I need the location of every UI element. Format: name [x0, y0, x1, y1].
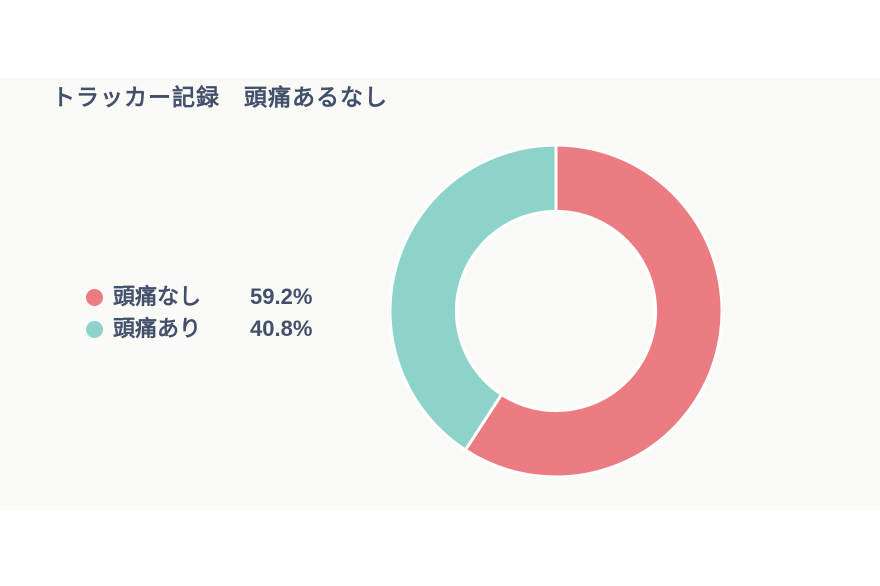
donut-segment-頭痛なし: [463, 145, 722, 477]
legend-value-headache: 40.8%: [250, 316, 313, 341]
legend-label-headache: 頭痛あり: [113, 316, 202, 341]
legend-value-no-headache: 59.2%: [250, 284, 313, 309]
legend-label-no-headache: 頭痛なし: [113, 284, 202, 309]
donut-segment-頭痛あり: [390, 145, 558, 452]
legend-item-headache: 頭痛あり 40.8%: [86, 313, 312, 345]
donut-chart: [390, 145, 722, 477]
chart-title: トラッカー記録 頭痛あるなし: [52, 84, 388, 110]
chart-legend: 頭痛なし 59.2% 頭痛あり 40.8%: [86, 281, 312, 345]
legend-item-no-headache: 頭痛なし 59.2%: [86, 281, 312, 313]
legend-dot-no-headache-icon: [86, 288, 103, 306]
legend-dot-headache-icon: [86, 320, 103, 338]
